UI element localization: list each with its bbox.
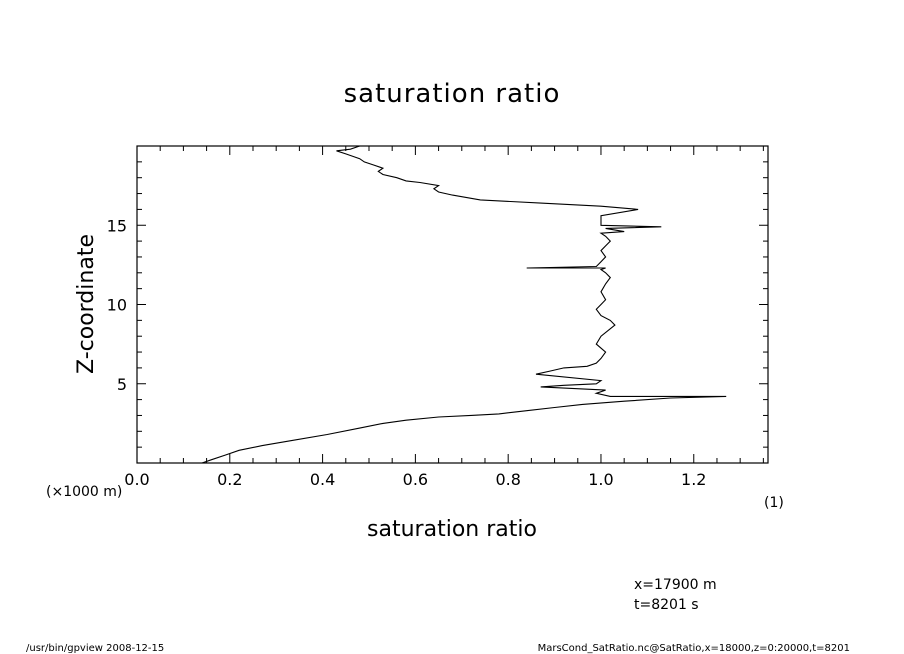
x-tick-label: 1.0: [588, 470, 613, 489]
y-tick-label: 5: [117, 375, 127, 394]
x-axis-label: saturation ratio: [367, 517, 537, 542]
annotation-time: t=8201 s: [634, 597, 699, 613]
x-tick-label: 0.2: [217, 470, 242, 489]
y-tick-label: 10: [107, 296, 127, 315]
x-tick-label: 1.2: [681, 470, 706, 489]
series-line: [201, 145, 727, 464]
x-unit-label: (1): [764, 495, 784, 511]
x-axis-tick-labels: 0.0 0.2 0.4 0.6 0.8 1.0 1.2: [124, 470, 706, 489]
y-axis-tick-labels: 5 10 15: [107, 216, 127, 394]
y-axis-label: Z-coordinate: [74, 234, 99, 374]
x-axis-ticks: [136, 146, 764, 463]
chart-title: saturation ratio: [344, 79, 561, 109]
y-tick-label: 15: [107, 216, 127, 235]
x-tick-label: 0.4: [310, 470, 335, 489]
y-axis-ticks: [137, 145, 768, 464]
x-tick-label: 0.6: [403, 470, 428, 489]
footer-left: /usr/bin/gpview 2008-12-15: [26, 643, 164, 654]
y-unit-label: (×1000 m): [46, 484, 122, 500]
x-tick-label: 0.8: [495, 470, 520, 489]
plot-frame: [136, 145, 769, 464]
footer-right: MarsCond_SatRatio.nc@SatRatio,x=18000,z=…: [538, 643, 850, 654]
x-tick-label: 0.0: [124, 470, 149, 489]
annotation-x-position: x=17900 m: [634, 577, 717, 593]
